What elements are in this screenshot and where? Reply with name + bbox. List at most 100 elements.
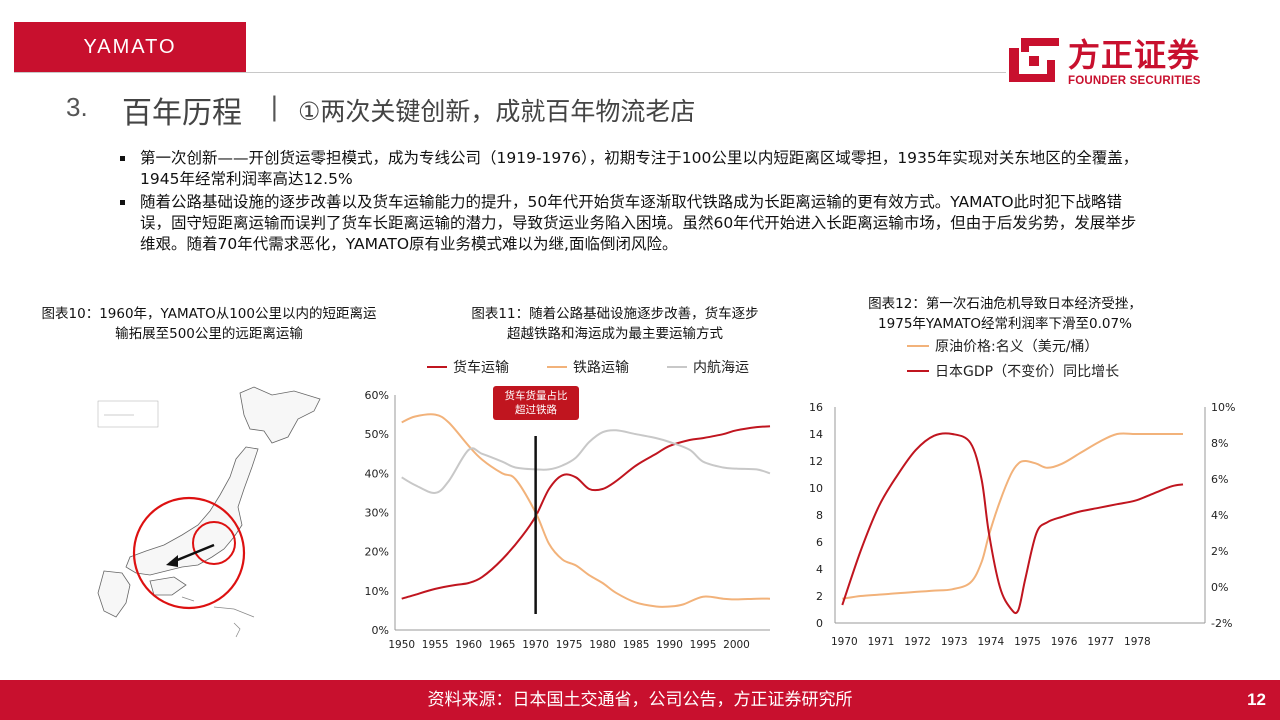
left-y-tick-label: 10: [809, 482, 823, 495]
left-y-tick-label: 16: [809, 401, 823, 414]
y-tick-label: 50%: [365, 428, 389, 441]
figure-10-caption-line1: 图表10：1960年，YAMATO从100公里以内的短距离运: [41, 306, 377, 322]
bullet-list: 第一次创新——开创货运零担模式，成为专线公司（1919-1976），初期专注于1…: [118, 148, 1148, 257]
x-tick-label: 1973: [941, 636, 968, 648]
x-tick-label: 1977: [1087, 636, 1114, 648]
left-y-tick-label: 12: [809, 455, 823, 468]
figure-12-caption-line2: 1975年YAMATO经常利润率下滑至0.07%: [878, 316, 1132, 332]
series-line: [842, 432, 1183, 600]
oil-crisis-lines: [841, 432, 1184, 615]
left-y-tick-label: 2: [816, 590, 823, 603]
x-tick-label: 1985: [623, 639, 650, 651]
kyushu-shape: [97, 570, 131, 618]
section-separator: |: [270, 92, 279, 122]
x-tick-label: 1995: [690, 639, 717, 651]
x-tick-label: 1960: [455, 639, 482, 651]
freight-share-annotation: 货车货量占比 超过铁路: [493, 386, 579, 420]
figure-10-caption: 图表10：1960年，YAMATO从100公里以内的短距离运 输拓展至500公里…: [14, 304, 404, 344]
x-tick-label: 1955: [422, 639, 449, 651]
bullet-marker-icon: [120, 156, 125, 161]
logo-english-name: FOUNDER SECURITIES: [1068, 75, 1201, 87]
y-tick-label: 0%: [372, 624, 389, 637]
x-tick-label: 1980: [589, 639, 616, 651]
right-y-tick-label: -2%: [1211, 617, 1232, 630]
range-500km-circle: [132, 496, 246, 610]
legend-label: 原油价格:名义（美元/桶）: [935, 339, 1098, 355]
left-y-tick-label: 6: [816, 536, 823, 549]
freight-share-axes: 0% 10% 20% 30% 40% 50% 60% 1950 1955 1960 1965 1970…: [365, 389, 770, 651]
inset-border: [181, 596, 255, 618]
logo-chinese-name: 方正证券: [1068, 36, 1201, 74]
section-title: 百年历程: [122, 96, 242, 131]
x-tick-label: 1965: [489, 639, 516, 651]
x-tick-label: 1974: [977, 636, 1004, 648]
x-tick-label: 1971: [868, 636, 895, 648]
right-y-tick-label: 10%: [1211, 401, 1235, 414]
hokkaido-shape: [239, 386, 321, 444]
section-subtitle: ①两次关键创新，成就百年物流老店: [298, 97, 696, 126]
x-tick-label: 1975: [556, 639, 583, 651]
left-y-tick-label: 14: [809, 428, 823, 441]
figure-12-caption: 图表12：第一次石油危机导致日本经济受挫， 1975年YAMATO经常利润率下滑…: [820, 294, 1190, 334]
x-tick-label: 1978: [1124, 636, 1151, 648]
x-tick-label: 1990: [656, 639, 683, 651]
header-divider: [14, 72, 1006, 73]
series-line: [401, 413, 771, 608]
japan-map: [97, 386, 321, 638]
series-line: [841, 432, 1184, 615]
x-tick-label: 1970: [522, 639, 549, 651]
y-tick-label: 20%: [365, 546, 389, 559]
footer-source: 资料来源：日本国土交通省，公司公告，方正证券研究所: [427, 690, 853, 710]
legend-label: 内航海运: [693, 360, 749, 376]
oil-crisis-legend: 原油价格:名义（美元/桶） 日本GDP（不变价）同比增长: [907, 339, 1119, 380]
okinawa-shape: [233, 622, 241, 638]
bullet-text-2: 随着公路基础设施的逐步改善以及货车运输能力的提升，50年代开始货车逐渐取代铁路成…: [140, 193, 1137, 253]
figure-11-caption-line2: 超越铁路和海运成为最主要运输方式: [507, 326, 723, 342]
series-line: [401, 425, 771, 600]
figure-12-caption-line1: 图表12：第一次石油危机导致日本经济受挫，: [868, 296, 1142, 312]
y-tick-label: 30%: [365, 507, 389, 520]
freight-share-chart: 货车运输 铁路运输 内航海运 0% 10% 20% 30% 40% 50% 60% 1950 195…: [365, 359, 771, 651]
bullet-text-1: 第一次创新——开创货运零担模式，成为专线公司（1919-1976），初期专注于1…: [140, 149, 1139, 188]
map-legend-box: [97, 400, 159, 428]
x-tick-label: 1972: [904, 636, 931, 648]
range-100km-circle: [192, 521, 236, 565]
legend-label: 货车运输: [453, 359, 509, 376]
annotation-badge: [493, 386, 579, 420]
x-tick-label: 1950: [388, 639, 415, 651]
right-y-tick-label: 0%: [1211, 581, 1228, 594]
x-tick-label: 1976: [1051, 636, 1078, 648]
honshu-shape: [125, 446, 259, 576]
footer-bar: [0, 680, 1280, 720]
figure-11-caption: 图表11：随着公路基础设施逐步改善，货车逐步 超越铁路和海运成为最主要运输方式: [420, 304, 810, 344]
oil-crisis-axes: 0 2 4 6 8 10 12 14 16 -2% 0% 2% 4% 6% 8% 10% 1970 1971 197…: [809, 401, 1235, 648]
left-y-tick-label: 0: [816, 617, 823, 630]
legend-label: 日本GDP（不变价）同比增长: [935, 364, 1119, 380]
bullet-item-2: 随着公路基础设施的逐步改善以及货车运输能力的提升，50年代开始货车逐渐取代铁路成…: [118, 192, 1148, 255]
y-tick-label: 10%: [365, 585, 389, 598]
freight-share-lines: [401, 413, 771, 614]
header-tag: YAMATO: [83, 36, 177, 58]
oil-crisis-chart: 原油价格:名义（美元/桶） 日本GDP（不变价）同比增长 0 2 4 6 8 10 12 14 1…: [809, 339, 1235, 648]
founder-logo-icon: [1009, 38, 1059, 82]
freight-share-legend: 货车运输 铁路运输 内航海运: [427, 359, 749, 376]
x-tick-label: 2000: [723, 639, 750, 651]
right-y-tick-label: 8%: [1211, 437, 1228, 450]
figure-10-caption-line2: 输拓展至500公里的远距离运输: [115, 326, 303, 342]
right-y-tick-label: 6%: [1211, 473, 1228, 486]
left-y-tick-label: 4: [816, 563, 823, 576]
right-y-tick-label: 4%: [1211, 509, 1228, 522]
left-y-tick-label: 8: [816, 509, 823, 522]
legend-label: 铁路运输: [573, 360, 629, 376]
y-tick-label: 40%: [365, 467, 389, 480]
header-tag-background: [14, 22, 246, 72]
right-y-tick-label: 2%: [1211, 545, 1228, 558]
page-number: 12: [1247, 690, 1266, 709]
bullet-marker-icon: [120, 200, 125, 205]
y-tick-label: 60%: [365, 389, 389, 402]
section-number: 3.: [66, 92, 88, 122]
expansion-arrow-icon: [166, 555, 178, 567]
annotation-line1: 货车货量占比: [505, 389, 568, 402]
x-tick-label: 1975: [1014, 636, 1041, 648]
x-tick-label: 1970: [831, 636, 858, 648]
